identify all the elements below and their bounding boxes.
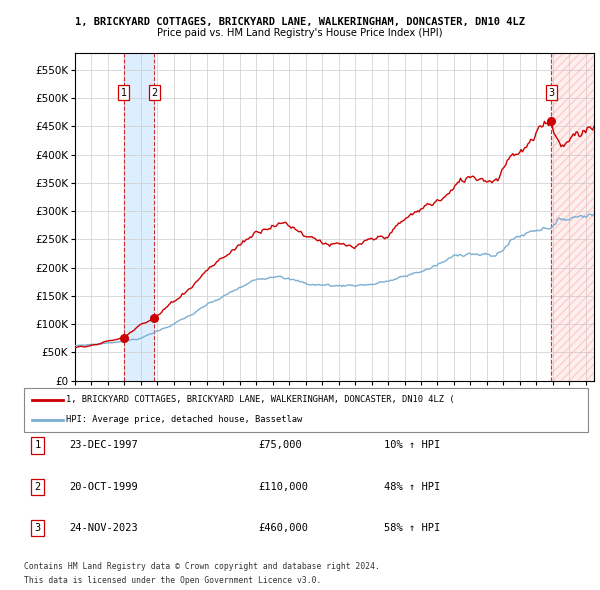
Text: Contains HM Land Registry data © Crown copyright and database right 2024.: Contains HM Land Registry data © Crown c…	[24, 562, 380, 571]
FancyBboxPatch shape	[24, 388, 588, 432]
Text: 1: 1	[121, 88, 127, 97]
Text: 23-DEC-1997: 23-DEC-1997	[69, 441, 138, 450]
Text: HPI: Average price, detached house, Bassetlaw: HPI: Average price, detached house, Bass…	[66, 415, 302, 424]
Text: 1, BRICKYARD COTTAGES, BRICKYARD LANE, WALKERINGHAM, DONCASTER, DN10 4LZ: 1, BRICKYARD COTTAGES, BRICKYARD LANE, W…	[75, 17, 525, 27]
Text: 1: 1	[34, 441, 41, 450]
Text: 48% ↑ HPI: 48% ↑ HPI	[384, 482, 440, 491]
Text: 2: 2	[34, 482, 41, 491]
Text: 1, BRICKYARD COTTAGES, BRICKYARD LANE, WALKERINGHAM, DONCASTER, DN10 4LZ (: 1, BRICKYARD COTTAGES, BRICKYARD LANE, W…	[66, 395, 455, 404]
Text: 2: 2	[151, 88, 157, 97]
Text: 3: 3	[548, 88, 554, 97]
Text: 10% ↑ HPI: 10% ↑ HPI	[384, 441, 440, 450]
Text: £460,000: £460,000	[258, 523, 308, 533]
Bar	[551, 53, 594, 381]
Text: £75,000: £75,000	[258, 441, 302, 450]
Text: 24-NOV-2023: 24-NOV-2023	[69, 523, 138, 533]
Bar	[124, 53, 154, 381]
Text: 3: 3	[34, 523, 41, 533]
Text: £110,000: £110,000	[258, 482, 308, 491]
Text: 58% ↑ HPI: 58% ↑ HPI	[384, 523, 440, 533]
Bar	[551, 53, 594, 381]
Text: This data is licensed under the Open Government Licence v3.0.: This data is licensed under the Open Gov…	[24, 576, 322, 585]
Text: Price paid vs. HM Land Registry's House Price Index (HPI): Price paid vs. HM Land Registry's House …	[157, 28, 443, 38]
Text: 20-OCT-1999: 20-OCT-1999	[69, 482, 138, 491]
